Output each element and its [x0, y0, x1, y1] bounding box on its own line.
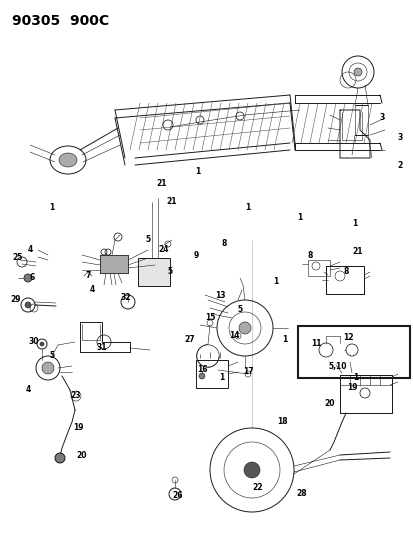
Text: 28: 28	[296, 489, 306, 498]
Text: 16: 16	[196, 366, 207, 375]
Text: 1: 1	[353, 374, 358, 383]
Text: 2: 2	[396, 161, 402, 171]
Circle shape	[24, 274, 32, 282]
Circle shape	[353, 68, 361, 76]
Text: 7: 7	[85, 271, 90, 279]
Text: 18: 18	[276, 417, 287, 426]
Text: 1: 1	[219, 374, 224, 383]
Ellipse shape	[59, 153, 77, 167]
Bar	[195, 360, 228, 388]
Text: 14: 14	[228, 332, 239, 341]
Bar	[138, 258, 170, 286]
Circle shape	[25, 302, 31, 308]
Bar	[138, 258, 170, 286]
Text: 12: 12	[342, 334, 352, 343]
Text: 8: 8	[342, 268, 348, 277]
Text: 90305  900C: 90305 900C	[12, 14, 109, 28]
Text: 1: 1	[351, 220, 357, 229]
Circle shape	[42, 362, 54, 374]
Bar	[339, 375, 391, 413]
Text: 1: 1	[282, 335, 287, 344]
Circle shape	[243, 462, 259, 478]
Bar	[307, 260, 329, 276]
Text: 9: 9	[193, 252, 198, 261]
Text: 21: 21	[157, 180, 167, 189]
Text: 1: 1	[245, 204, 250, 213]
Text: 25: 25	[13, 254, 23, 262]
Text: 19: 19	[346, 384, 356, 392]
Text: 32: 32	[121, 294, 131, 303]
Text: 26: 26	[172, 491, 183, 500]
Text: 4: 4	[89, 286, 95, 295]
Text: 1: 1	[297, 214, 302, 222]
Text: 27: 27	[184, 335, 195, 344]
Text: 4: 4	[27, 246, 33, 254]
Text: 1: 1	[195, 167, 200, 176]
Text: 1: 1	[49, 204, 55, 213]
Text: 5: 5	[49, 351, 55, 360]
Circle shape	[238, 322, 250, 334]
Bar	[339, 375, 391, 413]
Circle shape	[40, 342, 44, 346]
Bar	[339, 375, 391, 413]
Text: 15: 15	[204, 313, 215, 322]
Circle shape	[199, 373, 204, 379]
Text: 6: 6	[29, 273, 35, 282]
Text: 21: 21	[166, 198, 177, 206]
Text: 3: 3	[396, 133, 402, 142]
Bar	[325, 266, 363, 294]
Text: 21: 21	[352, 247, 362, 256]
Text: 30: 30	[28, 337, 39, 346]
Text: 5: 5	[145, 236, 150, 245]
Text: 24: 24	[158, 246, 169, 254]
Text: 11: 11	[310, 340, 320, 349]
Text: 31: 31	[97, 343, 107, 352]
Text: 1: 1	[273, 278, 278, 287]
Bar	[297, 326, 409, 378]
Text: 4: 4	[25, 385, 31, 394]
Text: 5: 5	[167, 268, 172, 277]
Text: 17: 17	[242, 367, 253, 376]
Text: 19: 19	[73, 424, 83, 432]
Bar	[100, 255, 128, 273]
Text: 20: 20	[324, 400, 335, 408]
Bar	[325, 266, 363, 294]
Text: 20: 20	[76, 451, 87, 461]
Circle shape	[55, 453, 65, 463]
Text: 22: 22	[252, 483, 263, 492]
Text: 5: 5	[237, 305, 242, 314]
Text: 3: 3	[378, 114, 384, 123]
Text: 23: 23	[71, 392, 81, 400]
Text: 8: 8	[221, 239, 226, 248]
Text: 5,10: 5,10	[328, 361, 347, 370]
Bar	[100, 255, 128, 273]
Text: 29: 29	[11, 295, 21, 304]
Text: 13: 13	[214, 292, 225, 301]
Ellipse shape	[50, 146, 86, 174]
Bar	[325, 266, 363, 294]
Text: 8: 8	[306, 252, 312, 261]
